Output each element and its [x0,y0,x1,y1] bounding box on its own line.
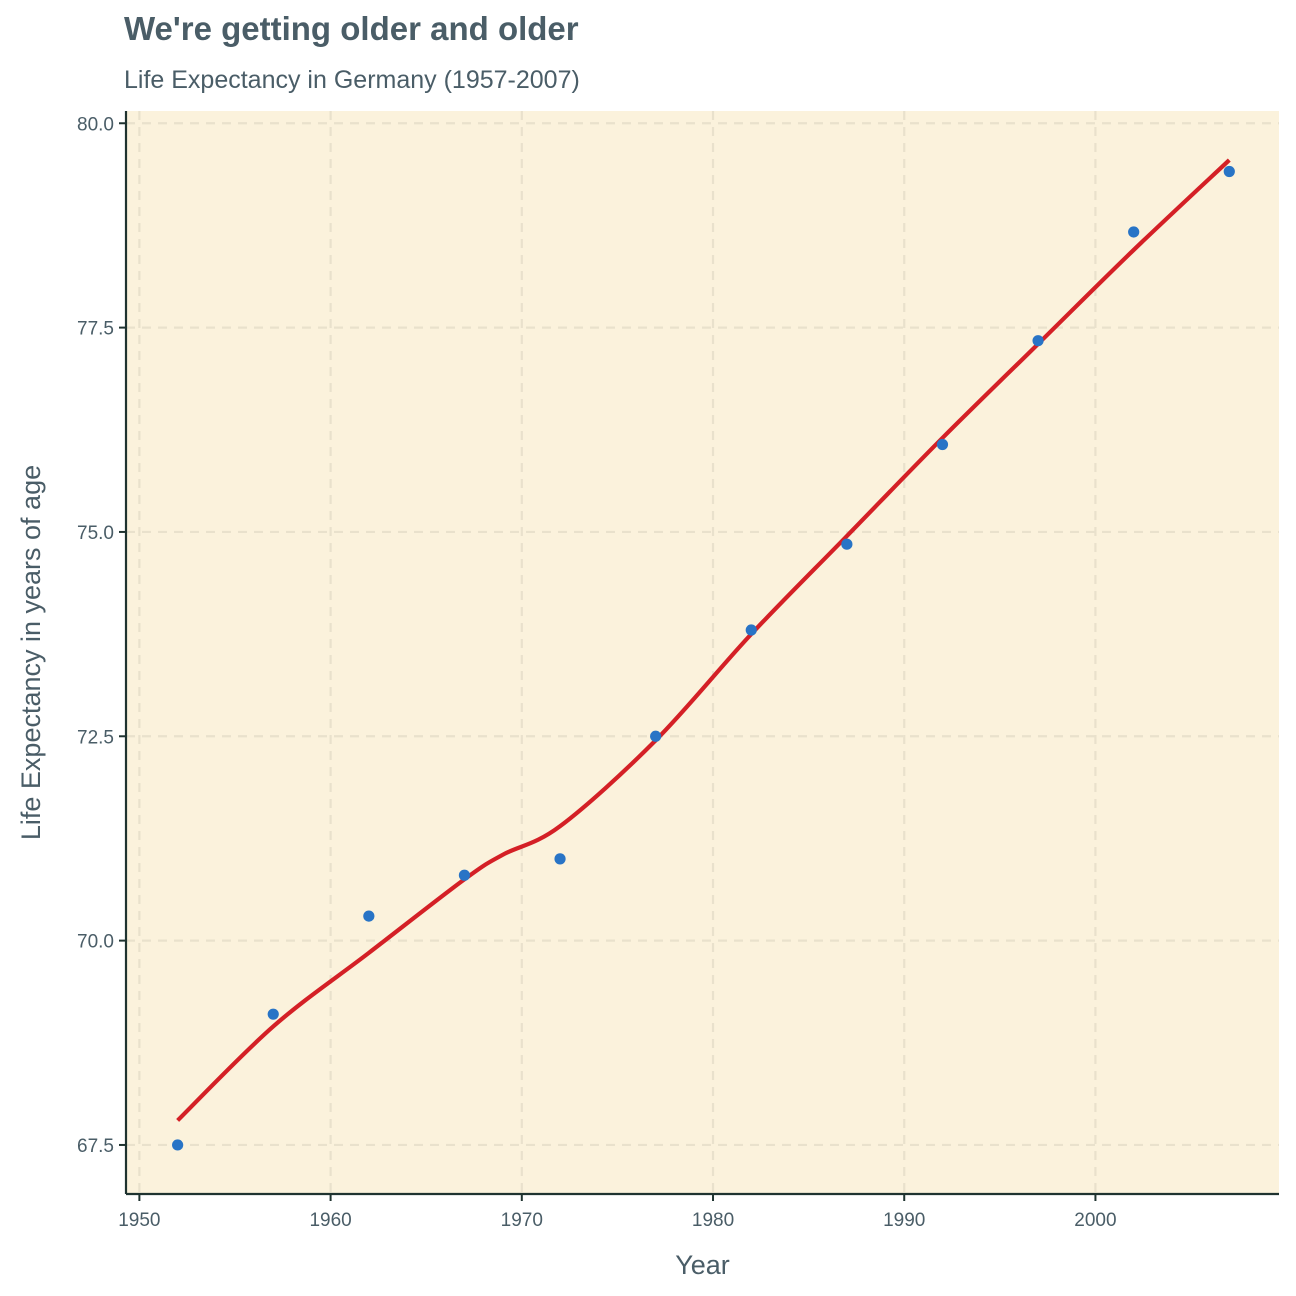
x-tick-label-2000: 2000 [1074,1210,1116,1231]
y-tick-label-75.0: 75.0 [77,523,114,544]
point-layer [172,165,1235,1151]
x-tick-label-1980: 1980 [692,1210,734,1231]
data-point-1977 [650,730,662,742]
x-axis-title: Year [675,1250,730,1280]
data-point-1982 [745,624,757,636]
grid [126,111,1279,1194]
data-point-1997 [1032,335,1044,347]
x-tick-label-1950: 1950 [118,1210,160,1231]
data-point-1992 [936,438,949,451]
data-point-2007 [1223,165,1235,178]
plot-panel [126,111,1279,1194]
y-tick-label-70.0: 70.0 [77,932,114,953]
data-point-1957 [267,1008,279,1020]
chart-subtitle: Life Expectancy in Germany (1957-2007) [124,66,580,94]
axes: 1950 1960 1970 1980 1990 2000 67.5 70.0 72.5 75.0… [77,111,1279,1231]
data-point-1962 [363,910,375,922]
data-point-1987 [841,538,853,550]
data-point-2002 [1128,226,1140,238]
data-point-1952 [172,1139,184,1151]
data-point-1972 [554,853,566,865]
x-tick-label-1970: 1970 [501,1210,543,1231]
data-point-1967 [458,869,471,881]
y-tick-label-72.5: 72.5 [77,727,114,748]
chart-title: We're getting older and older [124,10,579,47]
y-tick-label-77.5: 77.5 [77,319,114,340]
y-tick-label-67.5: 67.5 [77,1136,114,1157]
y-axis-title: Life Expectancy in years of age [16,465,46,840]
y-tick-label-80.0: 80.0 [77,114,114,135]
x-tick-label-1990: 1990 [883,1210,925,1231]
x-tick-label-1960: 1960 [309,1210,351,1231]
